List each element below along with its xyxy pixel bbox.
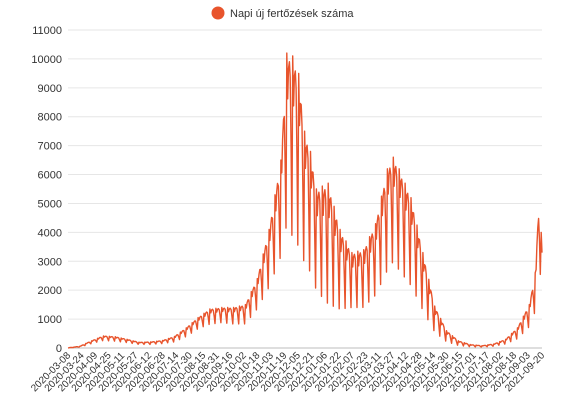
y-tick-label: 5000	[38, 198, 62, 210]
y-tick-label: 4000	[38, 227, 62, 239]
y-tick-label: 10000	[31, 54, 62, 66]
y-tick-label: 8000	[38, 112, 62, 124]
y-tick-label: 1000	[38, 314, 62, 326]
legend-marker	[211, 6, 225, 20]
y-tick-label: 2000	[38, 285, 62, 297]
legend-label: Napi új fertőzések száma	[230, 8, 354, 20]
gridlines	[68, 29, 542, 349]
y-tick-label: 7000	[38, 141, 62, 153]
y-tick-label: 6000	[38, 170, 62, 182]
legend: Napi új fertőzések száma	[211, 6, 354, 20]
y-tick-label: 11000	[32, 25, 62, 37]
series-line	[67, 52, 543, 349]
y-axis-ticks: 0 1000 2000 3000 4000 5000 6000 7000 8000 9000 100…	[31, 25, 62, 355]
y-tick-label: 3000	[38, 256, 62, 268]
x-axis-ticks: 2020-03-082020-03-242020-04-092020-04-25…	[29, 350, 547, 394]
y-tick-label: 0	[56, 343, 62, 355]
y-tick-label: 9000	[38, 83, 62, 95]
